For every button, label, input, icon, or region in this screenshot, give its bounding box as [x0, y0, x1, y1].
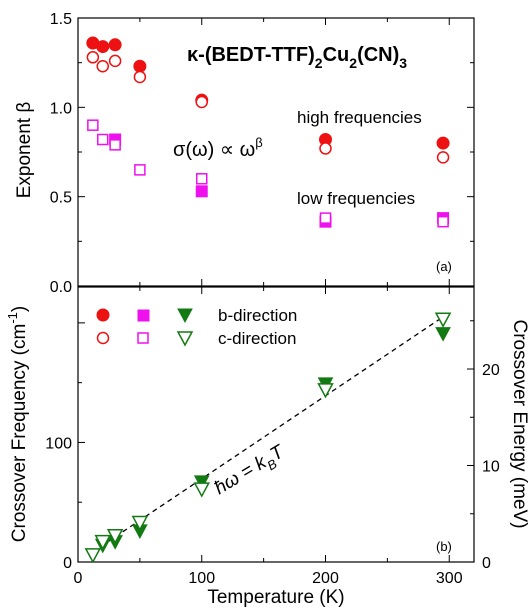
panel-b-y2label: Crossover Energy (meV) — [509, 319, 530, 528]
b-xtick-label-0: 0 — [74, 570, 83, 587]
point-a-s1-0 — [86, 51, 100, 64]
b-xtick-label-2: 200 — [312, 570, 339, 587]
a-ytick-label-1: 0.5 — [50, 190, 72, 207]
point-b-s1-4 — [193, 482, 211, 498]
annotation-high-frequencies: high frequencies — [297, 108, 422, 127]
panel-b-xlabel: Temperature (K) — [207, 587, 344, 608]
point-a-s2-1 — [195, 185, 208, 198]
legend-marker-filled-circle — [96, 308, 110, 322]
point-a-s3-2 — [109, 139, 121, 151]
b-xtick-label-1: 100 — [188, 570, 215, 587]
b-xtick-label-3: 300 — [436, 570, 463, 587]
point-a-s1-3 — [133, 70, 147, 84]
point-a-s0-2 — [108, 38, 122, 52]
legend-label-b-direction: b-direction — [218, 306, 297, 325]
point-a-s3-0 — [87, 119, 99, 131]
fit-line — [92, 316, 444, 553]
point-a-s1-4 — [195, 95, 208, 109]
b-y2tick-label-2: 20 — [482, 362, 500, 379]
annotation-power-law: σ(ω) ∝ ωβ — [173, 135, 263, 161]
point-b-s1-6 — [434, 312, 452, 328]
legend: b-direction c-direction — [96, 306, 297, 348]
fit-line-label: ħω = kBT — [211, 441, 291, 503]
b-ytick-label-1: 100 — [45, 435, 72, 452]
legend-marker-open-circle — [96, 331, 110, 345]
point-a-s1-1 — [96, 59, 109, 73]
panel-b-marks — [84, 312, 452, 562]
legend-label-c-direction: c-direction — [218, 329, 296, 348]
b-y2tick-label-1: 10 — [482, 459, 500, 476]
axis-ticks: 0 100 200 300 0.0 0.5 1.0 1.5 0 100 0 10 20 — [45, 11, 500, 587]
legend-marker-filled-square — [137, 309, 150, 322]
legend-marker-open-triangle — [176, 331, 194, 347]
a-ytick-label-2: 1.0 — [50, 100, 72, 117]
point-a-s3-6 — [437, 215, 449, 228]
point-a-s1-6 — [436, 151, 450, 164]
point-a-s3-5 — [319, 212, 332, 224]
panel-a-marks — [86, 36, 450, 228]
point-b-s1-1 — [94, 534, 112, 551]
b-ytick-label-0: 0 — [63, 555, 72, 572]
point-b-s1-0 — [84, 548, 102, 562]
point-a-s0-1 — [96, 40, 110, 54]
point-a-s3-4 — [196, 173, 208, 185]
point-a-s3-3 — [134, 164, 146, 176]
panel-b-frame — [77, 286, 475, 563]
a-ytick-label-3: 1.5 — [50, 11, 72, 28]
point-b-s1-5 — [317, 383, 334, 399]
point-b-s0-5 — [435, 327, 451, 342]
panel-b-ylabel: Crossover Frequency (cm-1) — [5, 306, 30, 542]
point-a-s0-6 — [436, 136, 450, 150]
a-ytick-label-0: 0.0 — [50, 279, 72, 296]
panel-a-title: κ-(BEDT-TTF)2Cu2(CN)3 — [187, 44, 407, 71]
panel-b-label: (b) — [436, 539, 452, 554]
panel-a-label: (a) — [436, 259, 452, 274]
annotation-low-frequencies: low frequencies — [297, 189, 415, 208]
point-b-s1-3 — [131, 515, 149, 532]
point-a-s3-1 — [97, 133, 109, 146]
point-b-s1-2 — [106, 528, 124, 545]
point-a-s1-5 — [319, 142, 332, 155]
legend-marker-open-square — [137, 332, 149, 344]
b-y2tick-label-0: 0 — [482, 555, 491, 572]
panel-a-ylabel: Exponent β — [14, 102, 35, 199]
point-a-s0-3 — [133, 59, 147, 73]
point-a-s1-2 — [108, 54, 122, 68]
legend-marker-filled-triangle — [177, 308, 193, 324]
